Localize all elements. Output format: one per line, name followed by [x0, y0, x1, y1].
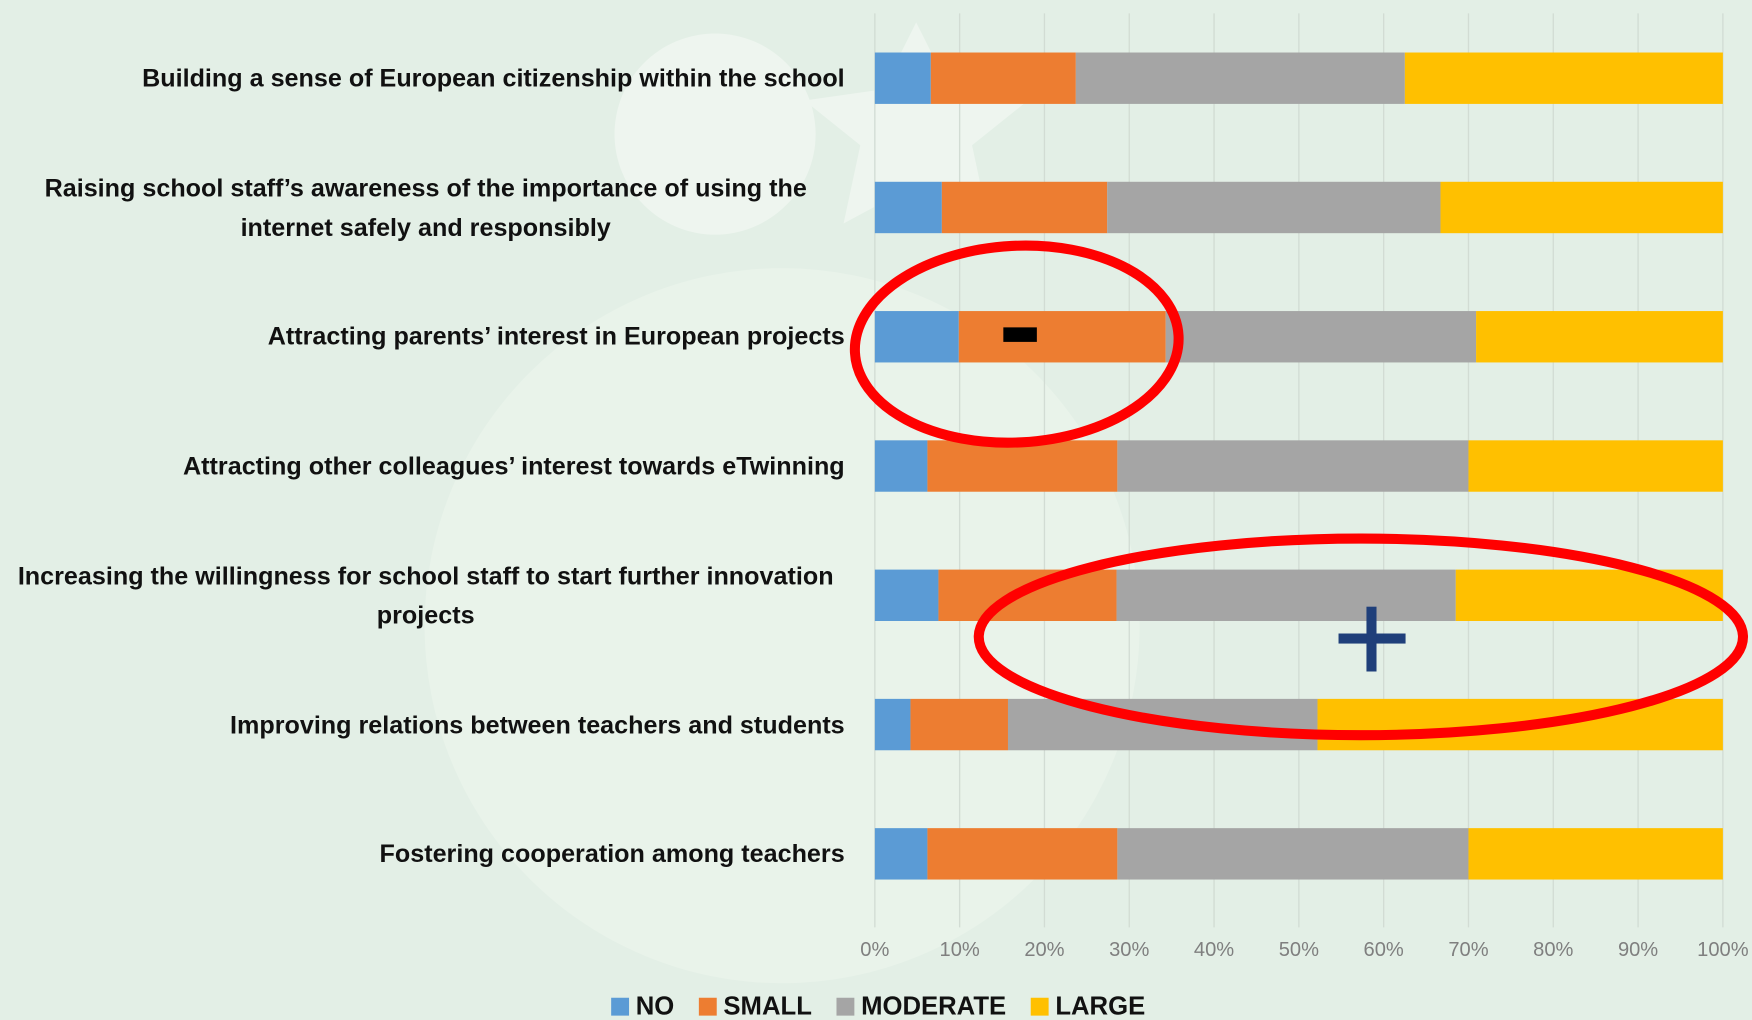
x-tick-label: 20% — [1024, 939, 1064, 961]
bar-segment — [958, 311, 1166, 363]
bar-segment — [1107, 181, 1441, 234]
bar-segment — [1455, 569, 1723, 621]
y-tick-label: Attracting parents’ interest in European… — [267, 322, 845, 351]
bar-segment — [1468, 828, 1723, 880]
bar-segment — [874, 52, 931, 104]
legend: NO SMALL MODERATE LARGE — [611, 993, 1145, 1020]
bar-segment — [1075, 52, 1405, 104]
x-tick-label: 10% — [940, 939, 980, 961]
bar-segment — [1476, 311, 1723, 363]
bar-segment — [874, 698, 911, 751]
bar-segment — [874, 311, 959, 363]
y-tick-label: Building a sense of European citizenship… — [142, 64, 845, 93]
x-tick-label: 0% — [860, 939, 889, 961]
y-tick-label: Increasing the willingness for school st… — [17, 561, 834, 629]
legend-label: LARGE — [1055, 993, 1145, 1020]
x-tick-label: 90% — [1618, 939, 1658, 961]
bar-segment — [938, 569, 1117, 621]
y-tick-label: Raising school staff’s awareness of the … — [44, 173, 807, 241]
y-tick-label: Improving relations between teachers and… — [230, 710, 845, 739]
category-label-box: Fostering cooperation among teachers — [0, 834, 845, 873]
bar-segment — [1165, 311, 1477, 363]
bar-segment — [1117, 440, 1469, 492]
legend-label: MODERATE — [861, 993, 1006, 1020]
bar-segment — [874, 440, 928, 492]
bar-segment — [1116, 569, 1456, 621]
bar-segment — [930, 52, 1076, 104]
category-label-box: Increasing the willingness for school st… — [0, 556, 845, 634]
category-label-box: Building a sense of European citizenship… — [0, 59, 845, 98]
bar-segment — [874, 828, 928, 880]
bar-segment — [927, 440, 1118, 492]
x-tick-label: 60% — [1364, 939, 1404, 961]
bar-segment — [1440, 181, 1723, 234]
y-tick-label: Fostering cooperation among teachers — [379, 839, 845, 868]
legend-swatch — [1030, 997, 1049, 1016]
category-label-box: Improving relations between teachers and… — [0, 705, 845, 744]
legend-label: NO — [636, 993, 675, 1020]
bar-segment — [1404, 52, 1723, 104]
bar-segment — [874, 181, 942, 234]
y-tick-label: Attracting other colleagues’ interest to… — [183, 452, 845, 480]
x-tick-label: 30% — [1109, 939, 1149, 961]
x-tick-label: 80% — [1533, 939, 1573, 961]
bar-segment — [910, 698, 1008, 751]
annotations — [849, 240, 1749, 741]
plus-sign — [1366, 606, 1377, 672]
bar-segment — [927, 828, 1118, 880]
legend-swatch — [698, 997, 717, 1016]
x-tick-label: 70% — [1448, 939, 1488, 961]
x-tick-label: 40% — [1194, 939, 1234, 961]
legend-swatch — [611, 997, 630, 1016]
minus-sign — [1003, 327, 1037, 342]
bar-segment — [1468, 440, 1723, 492]
legend-swatch — [836, 997, 855, 1016]
bar-segment — [874, 569, 939, 621]
bar-segment — [1117, 828, 1469, 880]
x-tick-label: 50% — [1279, 939, 1319, 961]
category-label-box: Attracting other colleagues’ interest to… — [0, 446, 845, 485]
category-label-box: Raising school staff’s awareness of the … — [0, 168, 845, 246]
bar-segment — [941, 181, 1108, 234]
legend-label: SMALL — [723, 993, 811, 1020]
highlight-ellipse — [849, 240, 1184, 448]
category-label-box: Attracting parents’ interest in European… — [0, 317, 845, 356]
x-tick-label: 100% — [1697, 939, 1749, 961]
highlight-ellipse — [973, 533, 1749, 741]
